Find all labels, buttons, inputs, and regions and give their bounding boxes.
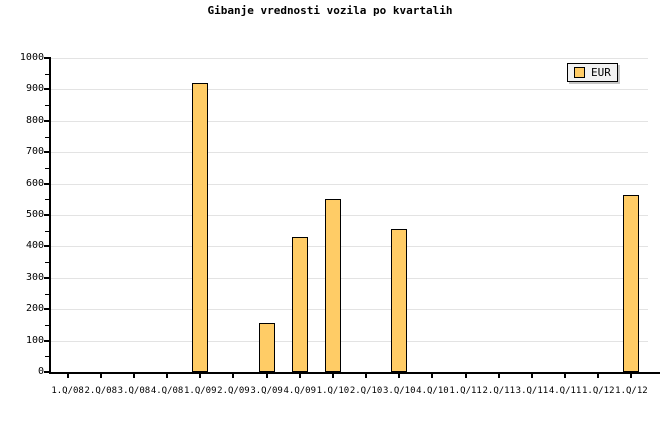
x-axis-tick xyxy=(265,372,268,378)
y-axis-tick-label: 500 xyxy=(25,209,44,220)
bar[interactable] xyxy=(391,229,408,372)
y-axis-tick xyxy=(44,371,49,373)
x-axis-tick xyxy=(497,372,500,378)
x-axis-tick-label: 2.Q/08 xyxy=(84,386,118,396)
y-axis-minor-tick xyxy=(45,230,49,232)
x-axis-tick-label: 1.Q/11 xyxy=(449,386,482,396)
y-axis-minor-tick xyxy=(45,262,49,264)
x-axis-tick xyxy=(630,372,633,378)
x-axis-labels: 1.Q/08 2.Q/08 3.Q/08 4.Q/08 1.Q/09 2.Q/09 3.Q/… xyxy=(0,386,660,402)
y-axis-tick-label: 100 xyxy=(25,334,44,346)
bar[interactable] xyxy=(291,236,308,372)
y-axis-tick-label: 900 xyxy=(25,83,44,95)
gridline xyxy=(51,120,648,122)
x-axis-tick xyxy=(398,372,401,378)
gridline xyxy=(51,152,648,154)
x-axis-tick-label: 2.Q/09 xyxy=(217,386,250,396)
y-axis-minor-tick xyxy=(45,167,49,169)
y-axis-minor-tick xyxy=(45,324,49,326)
x-axis-tick xyxy=(564,372,567,378)
bar[interactable] xyxy=(324,199,341,372)
y-axis-tick xyxy=(44,245,49,248)
gridline xyxy=(51,309,648,311)
x-axis-tick xyxy=(431,372,434,378)
gridline xyxy=(51,58,648,59)
y-axis-minor-tick xyxy=(45,199,49,201)
x-axis-tick-label: 1.Q/08 xyxy=(51,386,84,396)
y-axis-tick xyxy=(44,308,49,311)
x-axis-tick-label: 1.Q/09 xyxy=(183,386,217,396)
chart-title: Gibanje vrednosti vozila po kvartalih xyxy=(207,4,453,17)
x-axis-tick-label: 1.Q/10 xyxy=(316,386,350,396)
x-axis-tick xyxy=(66,372,69,378)
y-axis-tick-label: 400 xyxy=(25,240,44,252)
y-axis-minor-tick xyxy=(45,136,49,138)
x-axis-tick xyxy=(365,372,368,378)
x-axis-tick-label: 1.Q/12 xyxy=(581,386,615,396)
y-axis-tick-label: 200 xyxy=(25,303,44,315)
y-axis-tick-label: 600 xyxy=(25,177,44,189)
legend-label: EUR xyxy=(591,66,611,79)
gridline xyxy=(51,215,648,216)
legend-swatch-icon xyxy=(574,67,585,78)
y-axis-minor-tick xyxy=(45,105,49,107)
x-axis-tick-label: 3.Q/10 xyxy=(382,386,416,396)
bar[interactable] xyxy=(192,83,209,372)
chart-legend: EUR xyxy=(567,63,618,82)
x-axis-tick xyxy=(99,372,102,378)
x-axis-tick xyxy=(166,372,169,378)
y-axis-labels: 0 100 200 300 400 500 600 700 800 900 1000 xyxy=(0,53,44,377)
y-axis-minor-tick xyxy=(45,73,49,75)
x-axis-tick xyxy=(331,372,334,378)
y-axis-tick-label: 700 xyxy=(25,146,44,158)
x-axis-tick-label: 4.Q/10 xyxy=(416,386,449,396)
x-axis-tick xyxy=(530,372,533,378)
bar[interactable] xyxy=(258,323,275,372)
y-axis-tick-label: 300 xyxy=(25,271,44,283)
bar[interactable] xyxy=(623,194,640,372)
x-axis-tick xyxy=(232,372,235,378)
y-axis-tick xyxy=(44,214,49,216)
y-axis-line xyxy=(49,57,51,373)
x-axis-tick xyxy=(597,372,600,378)
gridline xyxy=(51,89,648,91)
x-axis-tick xyxy=(199,372,202,378)
x-axis-line xyxy=(49,372,660,374)
gridline xyxy=(51,246,648,248)
gridline xyxy=(51,277,648,279)
x-axis-tick-label: 4.Q/11 xyxy=(548,386,582,396)
y-axis-tick-label: 1000 xyxy=(19,52,44,63)
y-axis-tick xyxy=(44,339,49,342)
gridline xyxy=(51,340,648,342)
y-axis-tick xyxy=(44,57,49,59)
x-axis-tick-label: 2.Q/11 xyxy=(482,386,516,396)
x-axis-tick-label: 2.Q/10 xyxy=(349,386,383,396)
x-axis-tick xyxy=(298,372,301,378)
y-axis-tick xyxy=(44,151,49,154)
x-axis-tick-label: 3.Q/08 xyxy=(117,386,151,396)
y-axis-tick-label: 0 xyxy=(37,366,44,377)
y-axis-tick xyxy=(44,88,49,91)
x-axis-tick xyxy=(464,372,467,378)
y-axis-minor-tick xyxy=(45,293,49,295)
y-axis-tick-label: 800 xyxy=(25,114,44,126)
x-axis-tick xyxy=(132,372,135,378)
x-axis-tick-label: 3.Q/11 xyxy=(515,386,549,396)
gridline xyxy=(51,183,648,185)
y-axis-tick xyxy=(44,119,49,122)
y-axis-tick xyxy=(44,182,49,185)
y-axis-tick xyxy=(44,276,49,279)
plot-area xyxy=(44,57,660,378)
x-axis-tick-label: 4.Q/09 xyxy=(283,386,317,396)
x-axis-tick-label: 1.Q/12 xyxy=(615,386,648,396)
y-axis-minor-tick xyxy=(45,356,49,358)
x-axis-tick-label: 3.Q/09 xyxy=(250,386,283,396)
x-axis-tick-label: 4.Q/08 xyxy=(150,386,184,396)
